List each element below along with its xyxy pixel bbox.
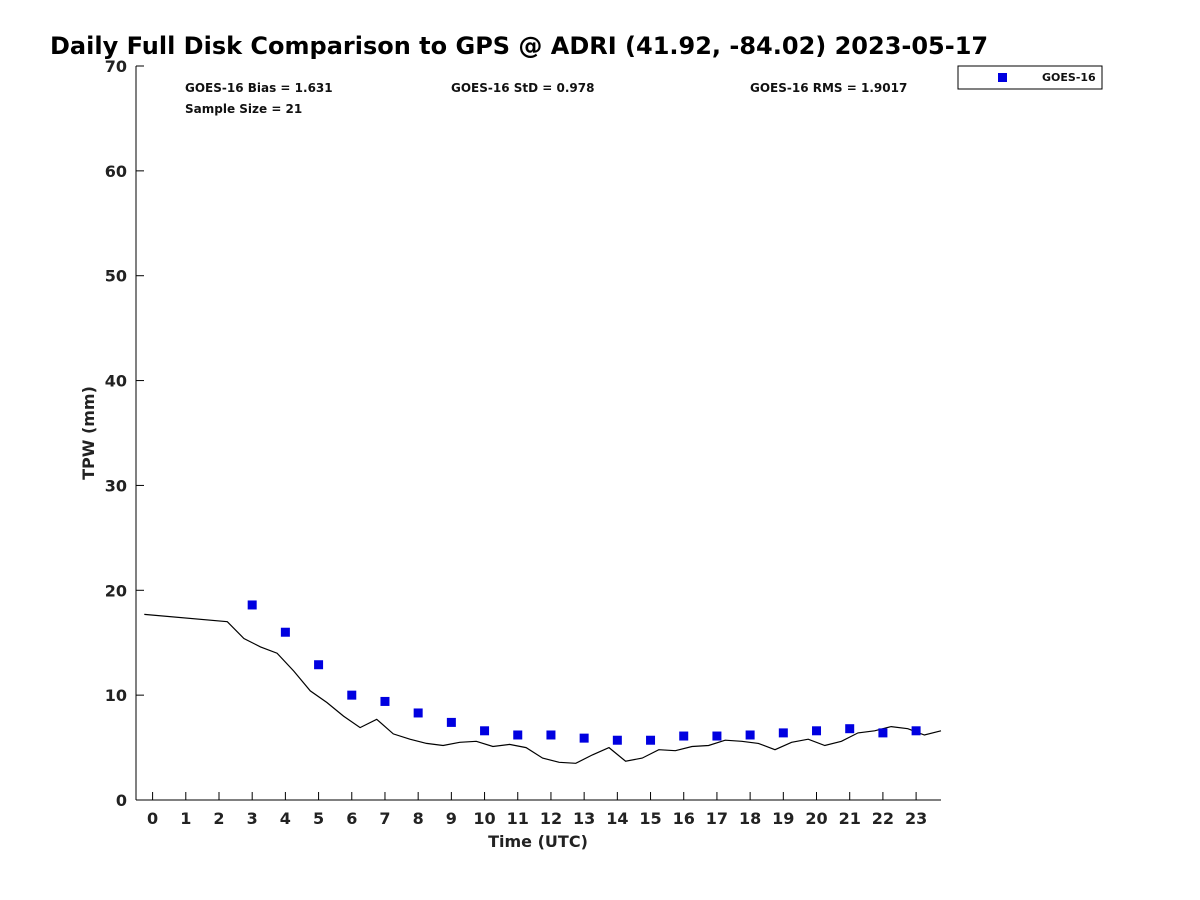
data-point (878, 728, 888, 738)
data-point (679, 731, 689, 741)
data-point (712, 731, 722, 741)
data-point (446, 717, 456, 727)
legend-marker (998, 73, 1007, 82)
data-point (646, 735, 656, 745)
x-tick-label: 21 (839, 809, 861, 828)
x-tick-label: 7 (379, 809, 390, 828)
x-tick-label: 2 (213, 809, 224, 828)
data-point (280, 627, 290, 637)
x-tick-label: 13 (573, 809, 595, 828)
y-tick-label: 40 (105, 372, 127, 391)
x-tick-label: 1 (180, 809, 191, 828)
y-tick-label: 50 (105, 267, 127, 286)
x-tick-label: 17 (706, 809, 728, 828)
data-point (745, 730, 755, 740)
x-tick-label: 19 (772, 809, 794, 828)
chart-title: Daily Full Disk Comparison to GPS @ ADRI… (50, 32, 988, 60)
x-tick-label: 20 (805, 809, 827, 828)
data-point (812, 726, 822, 736)
rms-stat: GOES-16 RMS = 1.9017 (750, 81, 907, 95)
data-layer (144, 600, 942, 764)
x-tick-label: 22 (872, 809, 894, 828)
x-tick-label: 8 (413, 809, 424, 828)
x-tick-label: 15 (639, 809, 661, 828)
std-stat: GOES-16 StD = 0.978 (451, 81, 594, 95)
x-tick-label: 18 (739, 809, 761, 828)
y-tick-label: 10 (105, 686, 127, 705)
x-ticks: 0 1 2 3 4 5 6 7 8 9 10 11 12 13 14 15 16 17 18 19 20 21 22 23 (147, 792, 927, 828)
data-point (612, 735, 622, 745)
y-tick-label: 60 (105, 162, 127, 181)
data-point (314, 660, 324, 670)
x-tick-label: 23 (905, 809, 927, 828)
data-point (579, 733, 589, 743)
x-tick-label: 14 (606, 809, 628, 828)
data-point (845, 724, 855, 734)
legend-box (957, 65, 1103, 90)
data-point (413, 708, 423, 718)
x-tick-label: 6 (346, 809, 357, 828)
data-point (778, 728, 788, 738)
data-point (380, 696, 390, 706)
x-tick-label: 10 (473, 809, 495, 828)
axes (135, 66, 941, 801)
x-tick-label: 16 (673, 809, 695, 828)
data-point (480, 726, 490, 736)
legend: GOES-16 (957, 65, 1103, 90)
data-point (546, 730, 556, 740)
y-ticks: 0 10 20 30 40 50 60 70 (105, 57, 144, 810)
sample-size-stat: Sample Size = 21 (185, 102, 302, 116)
y-tick-label: 20 (105, 581, 127, 600)
data-point (247, 600, 257, 610)
y-tick-label: 70 (105, 57, 127, 76)
series-line (144, 613, 942, 764)
data-point (347, 690, 357, 700)
x-tick-label: 5 (313, 809, 324, 828)
legend-label: GOES-16 (1042, 71, 1096, 84)
x-tick-label: 11 (507, 809, 529, 828)
x-tick-label: 0 (147, 809, 158, 828)
x-tick-label: 9 (446, 809, 457, 828)
x-tick-label: 3 (247, 809, 258, 828)
x-axis-label: Time (UTC) (488, 832, 588, 851)
x-tick-label: 4 (280, 809, 291, 828)
bias-stat: GOES-16 Bias = 1.631 (185, 81, 333, 95)
y-tick-label: 30 (105, 476, 127, 495)
data-point (911, 726, 921, 736)
y-axis-label: TPW (mm) (79, 386, 98, 480)
data-point (513, 730, 523, 740)
y-tick-label: 0 (116, 791, 127, 810)
x-tick-label: 12 (540, 809, 562, 828)
